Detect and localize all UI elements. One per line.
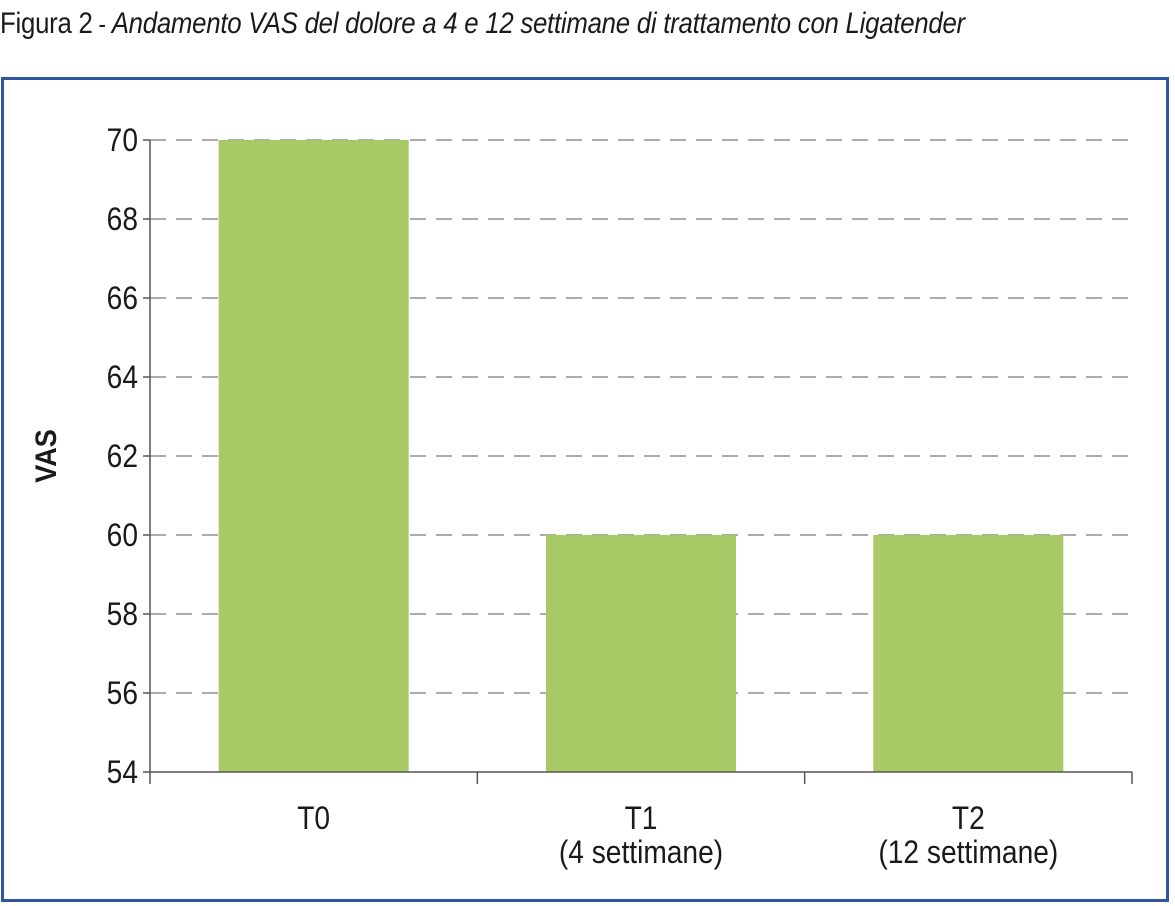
bar-t0 [218,140,409,772]
y-tick-label: 68 [107,202,138,237]
y-tick-label: 70 [107,123,138,158]
y-tick-label: 56 [107,676,138,711]
y-tick-label: 60 [107,518,138,553]
figure-label: Figura 2 [0,7,93,40]
y-tick-label: 64 [107,360,138,395]
x-tick-label: (12 settimane) [878,835,1058,870]
y-tick-label: 66 [107,281,138,316]
caption-text: Andamento VAS del dolore a 4 e 12 settim… [111,7,965,40]
bar-t2 [873,535,1064,772]
caption-separator: - [92,9,112,39]
y-tick-label: 58 [107,597,138,632]
bar-t1 [546,535,736,772]
y-tick-label: 54 [107,755,138,790]
y-tick-label: 62 [107,439,138,474]
y-axis-title: VAS [30,429,64,482]
x-tick-label: T2 [952,801,985,836]
x-tick-label: T1 [625,801,658,836]
x-tick-label: T0 [297,801,330,836]
figure-caption: Figura 2 - Andamento VAS del dolore a 4 … [0,2,1011,46]
x-tick-label: (4 settimane) [559,835,723,870]
